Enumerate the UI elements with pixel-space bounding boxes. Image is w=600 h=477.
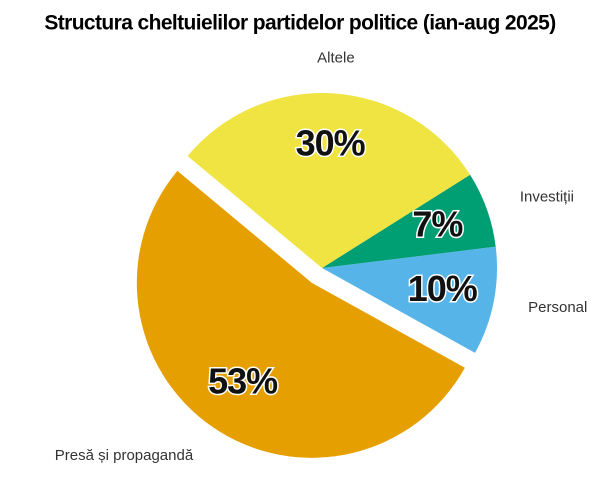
value-label: 7%	[412, 203, 463, 244]
pie-slice	[322, 174, 496, 268]
category-label: Presă și propagandă	[55, 447, 194, 464]
category-label: Altele	[317, 49, 355, 66]
value-label: 53%	[208, 360, 278, 401]
value-label: 30%	[296, 122, 366, 163]
chart-title: Structura cheltuielilor partidelor polit…	[44, 12, 555, 35]
pie-slice	[136, 170, 465, 458]
pie-slice	[187, 92, 471, 268]
value-label: 10%	[408, 268, 478, 309]
category-label: Personal	[528, 299, 587, 316]
category-label: Investiții	[520, 189, 574, 206]
pie-slice	[322, 246, 497, 353]
